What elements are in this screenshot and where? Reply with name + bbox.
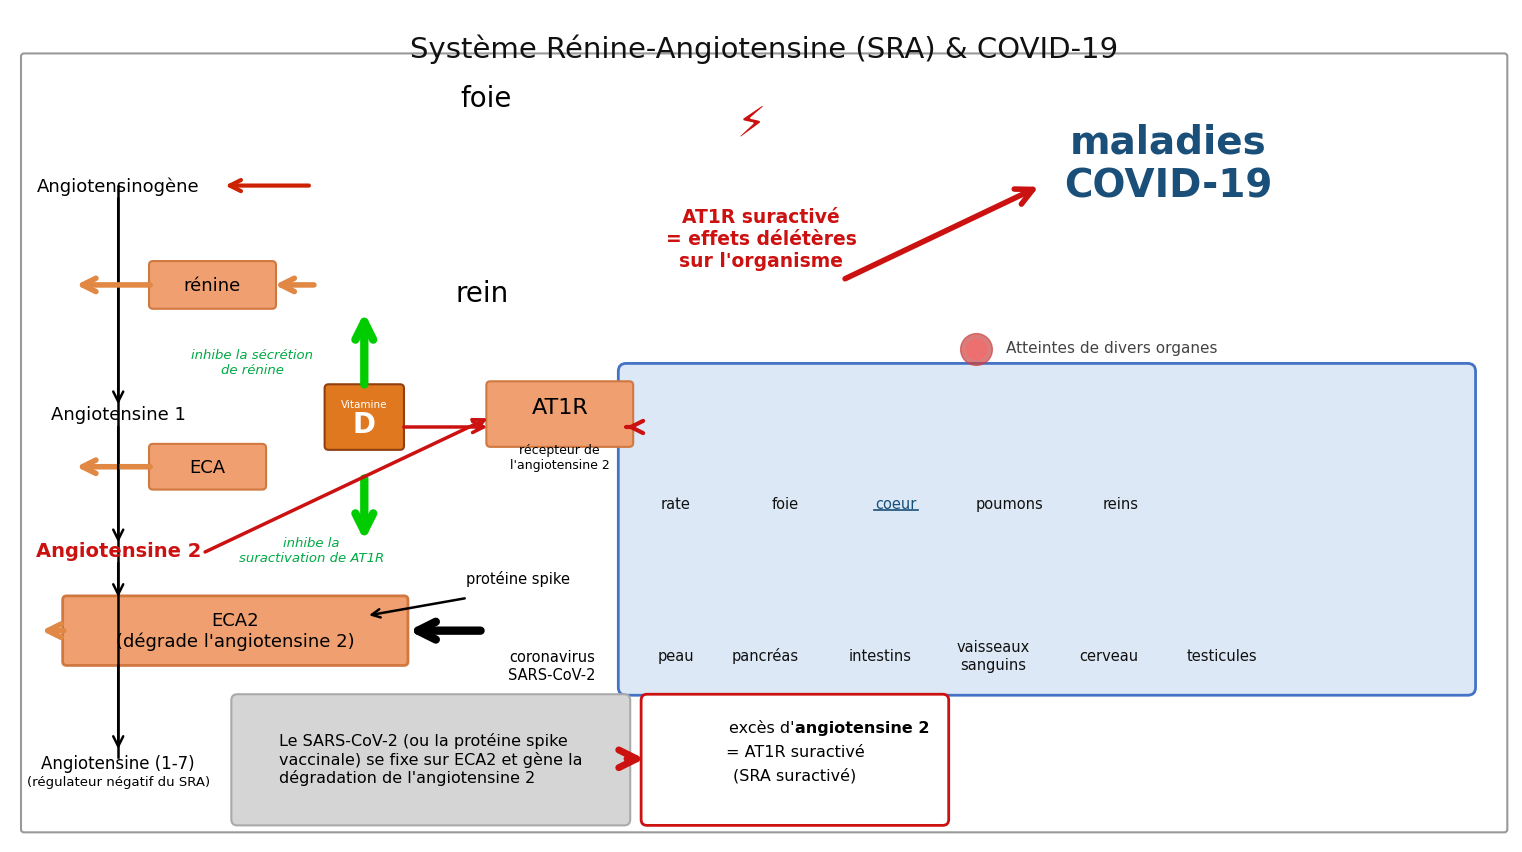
Text: foie: foie bbox=[772, 497, 799, 511]
Text: Angiotensine 1: Angiotensine 1 bbox=[50, 406, 186, 423]
Text: protéine spike: protéine spike bbox=[466, 570, 571, 586]
Circle shape bbox=[960, 334, 992, 366]
FancyBboxPatch shape bbox=[21, 55, 1507, 832]
Text: rate: rate bbox=[661, 497, 691, 511]
Text: Angiotensine (1-7): Angiotensine (1-7) bbox=[41, 754, 195, 772]
Text: coronavirus
SARS-CoV-2: coronavirus SARS-CoV-2 bbox=[508, 649, 595, 682]
Text: D: D bbox=[353, 411, 376, 439]
Text: pancréas: pancréas bbox=[732, 648, 799, 664]
Text: Le SARS-CoV-2 (ou la protéine spike
vaccinale) se fixe sur ECA2 et gène la
dégra: Le SARS-CoV-2 (ou la protéine spike vacc… bbox=[279, 733, 583, 786]
Text: Vitamine: Vitamine bbox=[341, 400, 388, 410]
Text: vaisseaux
sanguins: vaisseaux sanguins bbox=[957, 640, 1030, 672]
Text: ECA: ECA bbox=[189, 458, 225, 476]
Text: AT1R suractivé
= effets délétères
sur l'organisme: AT1R suractivé = effets délétères sur l'… bbox=[665, 208, 857, 270]
Text: rénine: rénine bbox=[184, 277, 240, 295]
FancyBboxPatch shape bbox=[641, 694, 948, 826]
Text: = AT1R suractivé: = AT1R suractivé bbox=[726, 745, 864, 759]
Text: ECA2
(dégrade l'angiotensine 2): ECA2 (dégrade l'angiotensine 2) bbox=[116, 611, 355, 651]
Text: coeur: coeur bbox=[875, 497, 916, 511]
Text: intestins: intestins bbox=[849, 648, 912, 663]
Text: inhibe la sécrétion
de rénine: inhibe la sécrétion de rénine bbox=[192, 348, 314, 376]
Circle shape bbox=[966, 340, 986, 360]
Text: AT1R: AT1R bbox=[531, 398, 587, 417]
FancyBboxPatch shape bbox=[231, 694, 630, 826]
Text: Système Rénine-Angiotensine (SRA) & COVID-19: Système Rénine-Angiotensine (SRA) & COVI… bbox=[409, 35, 1119, 64]
Text: Angiotensinogène: Angiotensinogène bbox=[37, 177, 199, 196]
FancyBboxPatch shape bbox=[149, 445, 266, 490]
Text: récepteur de
l'angiotensine 2: récepteur de l'angiotensine 2 bbox=[510, 443, 610, 471]
Text: Angiotensine 2: Angiotensine 2 bbox=[35, 541, 201, 560]
FancyBboxPatch shape bbox=[149, 262, 275, 309]
Text: maladies
COVID-19: maladies COVID-19 bbox=[1064, 124, 1272, 205]
Text: peau: peau bbox=[658, 648, 694, 663]
Text: reins: reins bbox=[1102, 497, 1138, 511]
Text: ⚡: ⚡ bbox=[737, 103, 766, 145]
Text: (SRA suractivé): (SRA suractivé) bbox=[734, 767, 857, 782]
Text: excès d': excès d' bbox=[729, 720, 794, 734]
FancyBboxPatch shape bbox=[62, 596, 408, 665]
Text: foie: foie bbox=[461, 85, 511, 113]
Text: Atteintes de divers organes: Atteintes de divers organes bbox=[1006, 341, 1218, 355]
FancyBboxPatch shape bbox=[487, 382, 633, 447]
FancyBboxPatch shape bbox=[618, 364, 1475, 695]
Text: poumons: poumons bbox=[976, 497, 1043, 511]
Text: (régulateur négatif du SRA): (régulateur négatif du SRA) bbox=[27, 775, 210, 788]
Text: testicules: testicules bbox=[1186, 648, 1257, 663]
FancyBboxPatch shape bbox=[324, 385, 403, 451]
Text: rein: rein bbox=[455, 279, 508, 308]
Text: inhibe la
suractivation de AT1R: inhibe la suractivation de AT1R bbox=[239, 537, 385, 565]
Text: angiotensine 2: angiotensine 2 bbox=[794, 720, 930, 734]
Text: cerveau: cerveau bbox=[1079, 648, 1138, 663]
